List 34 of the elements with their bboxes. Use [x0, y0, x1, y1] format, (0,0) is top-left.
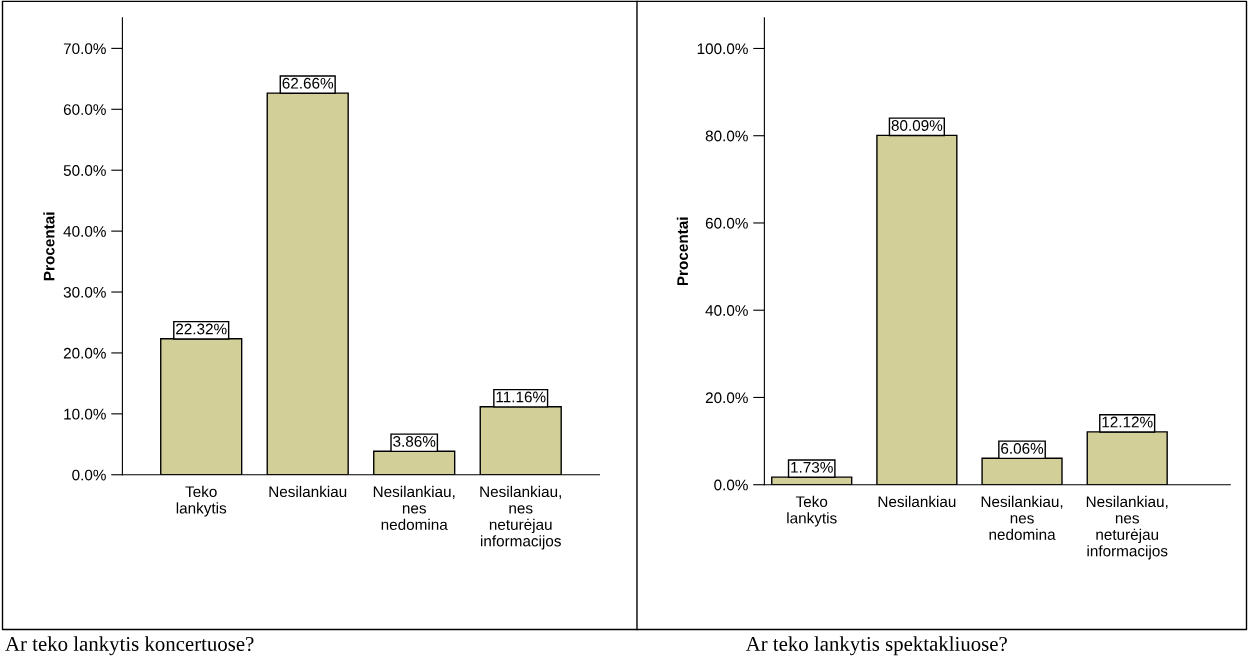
y-tick-label: 40.0%	[63, 225, 106, 237]
data-label: 12.12%	[1102, 416, 1153, 428]
y-tick-label: 60.0%	[705, 217, 748, 229]
data-label: 22.32%	[176, 323, 227, 335]
x-tick-label: Nesilankiau, nes nedomina	[981, 495, 1063, 540]
data-label: 11.16%	[496, 391, 546, 403]
y-tick-label: 50.0%	[63, 165, 106, 176]
x-tick-label: Nesilankiau, nes nedomina	[373, 485, 455, 531]
y-tick-label: 0.0%	[714, 479, 748, 491]
y-tick-label: 10.0%	[64, 408, 106, 420]
y-tick-label: 30.0%	[63, 286, 106, 298]
text: Ar teko lankytis koncertuose?	[5, 636, 254, 656]
y-tick-label: 40.0%	[705, 305, 748, 316]
data-label: 6.06%	[1001, 443, 1044, 454]
y-tick-label: 0.0%	[72, 469, 106, 481]
y-tick-label: 20.0%	[63, 347, 106, 359]
data-label: 62.66%	[282, 77, 334, 89]
data-label: 80.09%	[891, 120, 943, 131]
y-axis-title: Procentai	[43, 212, 55, 281]
x-tick-label: Nesilankiau	[269, 485, 347, 498]
data-label: 1.73%	[791, 461, 833, 473]
y-tick-label: 60.0%	[63, 104, 106, 115]
y-tick-label: 80.0%	[705, 130, 748, 142]
y-tick-label: 20.0%	[705, 392, 748, 404]
y-tick-label: 70.0%	[63, 43, 106, 55]
data-label: 3.86%	[393, 436, 436, 447]
y-axis-title: Procentai	[676, 217, 689, 286]
x-tick-label: Teko lankytis	[176, 485, 227, 517]
text: Ar teko lankytis spektakliuose?	[745, 636, 1007, 656]
y-tick-label: 100.0%	[697, 43, 748, 55]
x-tick-label: Nesilankiau, nes neturėjau informacijos	[1086, 495, 1168, 560]
x-tick-label: Nesilankiau, nes neturėjau informacijos	[480, 485, 561, 550]
x-tick-label: Teko lankytis	[787, 495, 837, 527]
x-tick-label: Nesilankiau	[878, 495, 956, 508]
